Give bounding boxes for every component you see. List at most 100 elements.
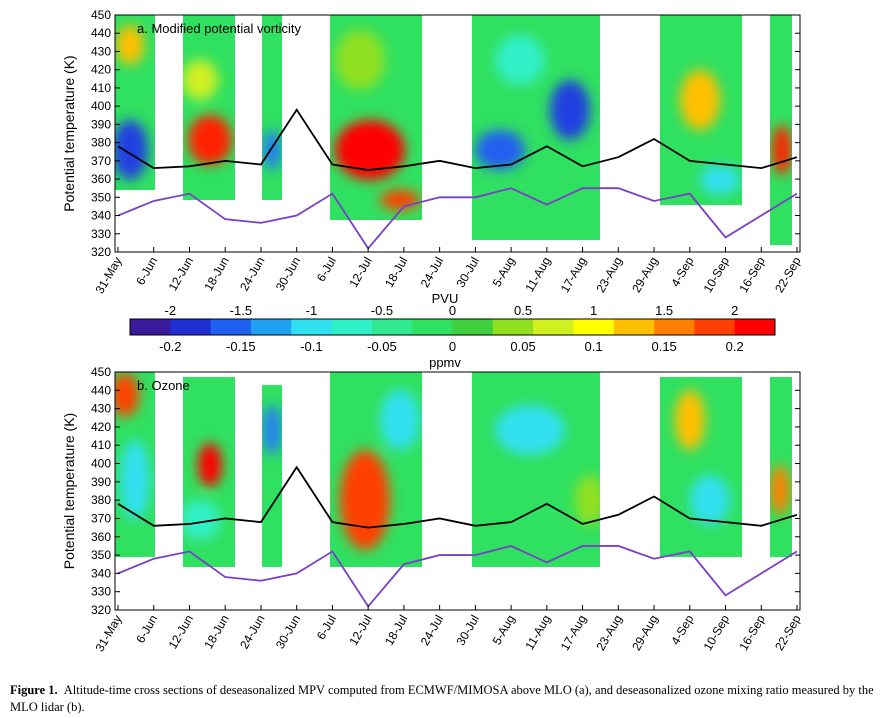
- colorbar-swatch: [654, 319, 695, 335]
- y-tick-label: 380: [91, 136, 111, 150]
- colorbar-swatch: [170, 319, 212, 335]
- colorbar-bottom-tick: -0.15: [226, 339, 256, 354]
- y-tick-label: 420: [91, 420, 111, 434]
- y-tick-label: 430: [91, 402, 111, 416]
- colorbar-bottom-tick: 0.05: [510, 339, 535, 354]
- y-tick-label: 370: [91, 511, 111, 525]
- line: [117, 465, 798, 529]
- line: [117, 108, 798, 171]
- line: [117, 544, 798, 608]
- colorbar-swatch: [573, 319, 615, 335]
- y-tick-label: 370: [91, 154, 111, 168]
- x-tick-label: 12-Jul: [346, 613, 374, 648]
- x-tick-label: 16-Sep: [736, 254, 768, 295]
- colorbar-bottom-tick: 0.2: [726, 339, 744, 354]
- y-tick-label: 360: [91, 172, 111, 186]
- x-tick-label: 31-May: [92, 613, 124, 655]
- colorbar-top-tick: 1.5: [655, 303, 673, 318]
- x-tick-label: 24-Jun: [237, 613, 267, 652]
- y-tick-label: 320: [91, 603, 111, 617]
- colorbar-swatch: [210, 319, 252, 335]
- x-tick-label: 12-Jul: [346, 255, 374, 290]
- y-tick-label: 350: [91, 190, 111, 204]
- x-tick-label: 12-Jun: [166, 613, 196, 652]
- y-tick-label: 340: [91, 566, 111, 580]
- mpv-field: [115, 15, 792, 245]
- y-tick-label: 440: [91, 383, 111, 397]
- colorbar-bottom-tick: 0.1: [585, 339, 603, 354]
- y-tick-label: 330: [91, 585, 111, 599]
- plot-frame: [114, 14, 801, 253]
- colorbar-swatch: [130, 319, 171, 335]
- y-tick-label: 360: [91, 530, 111, 544]
- y-tick-label: 450: [91, 365, 111, 379]
- x-tick-label: 23-Aug: [593, 613, 624, 654]
- x-tick-label: 18-Jun: [201, 254, 231, 293]
- colorbar-top-tick: 0: [449, 303, 456, 318]
- y-tick-label: 400: [91, 99, 111, 113]
- colorbar-bottom-tick: 0: [449, 339, 456, 354]
- x-tick-label: 4-Sep: [668, 612, 696, 647]
- x-tick-label: 12-Jun: [166, 255, 196, 294]
- caption: Figure 1. Altitude-time cross sections of…: [10, 682, 885, 716]
- x-tick-label: 6-Jun: [133, 255, 160, 288]
- x-tick-label: 5-Aug: [490, 255, 518, 290]
- x-tick-label: 22-Sep: [772, 254, 804, 295]
- x-tick-label: 16-Sep: [736, 612, 768, 653]
- x-tick-label: 24-Jul: [418, 255, 446, 290]
- x-tick-label: 11-Aug: [522, 255, 553, 295]
- colorbar-swatch: [331, 319, 373, 335]
- x-tick-label: 18-Jul: [382, 613, 410, 648]
- x-tick-label: 30-Jun: [273, 613, 303, 652]
- x-tick-label: 30-Jul: [453, 613, 481, 648]
- x-tick-label: 4-Sep: [668, 254, 696, 289]
- x-tick-label: 6-Jun: [133, 613, 160, 646]
- colorbar-swatch: [452, 319, 494, 335]
- colorbar-swatch: [533, 319, 574, 335]
- panel-title: b. Ozone: [137, 378, 190, 393]
- colorbar-top-tick: 2: [731, 303, 738, 318]
- y-tick-label: 320: [91, 245, 111, 259]
- ozone-field: [115, 372, 792, 567]
- caption-label: Figure 1.: [10, 683, 58, 697]
- y-tick-label: 330: [91, 227, 111, 241]
- colorbar-bottom-tick: -0.1: [300, 339, 322, 354]
- y-tick-label: 390: [91, 117, 111, 131]
- colorbar-swatch: [694, 319, 736, 335]
- x-tick-label: 30-Jun: [273, 255, 303, 294]
- colorbar-top-tick: -0.5: [371, 303, 393, 318]
- colorbar-top-tick: -1.5: [230, 303, 252, 318]
- y-tick-label: 390: [91, 475, 111, 489]
- y-tick-label: 350: [91, 548, 111, 562]
- y-tick-label: 410: [91, 438, 111, 452]
- x-tick-label: 17-Aug: [558, 255, 589, 296]
- colorbar-top-tick: 0.5: [514, 303, 532, 318]
- colorbar-swatch: [371, 319, 413, 335]
- y-axis-label: Potential temperature (K): [61, 413, 77, 569]
- x-tick-label: 17-Aug: [558, 613, 589, 654]
- x-tick-label: 5-Aug: [490, 613, 518, 648]
- colorbar-swatch: [412, 319, 453, 335]
- colorbar-bottom-label: ppmv: [429, 355, 461, 370]
- colorbar-bottom-tick: -0.05: [367, 339, 397, 354]
- x-tick-label: 30-Jul: [453, 255, 481, 290]
- colorbar-bottom-tick: 0.15: [651, 339, 676, 354]
- y-tick-label: 340: [91, 209, 111, 223]
- colorbar-swatch: [291, 319, 333, 335]
- panel-title: a. Modified potential vorticity: [137, 21, 302, 36]
- caption-text: Altitude-time cross sections of deseason…: [10, 683, 874, 714]
- colorbar-top-tick: -1: [306, 303, 318, 318]
- y-tick-label: 380: [91, 493, 111, 507]
- x-tick-label: 24-Jun: [237, 255, 267, 294]
- x-tick-label: 23-Aug: [593, 255, 624, 296]
- colorbar-top-label: PVU: [432, 291, 459, 306]
- colorbar-bottom-tick: -0.2: [159, 339, 181, 354]
- colorbar-swatch: [734, 319, 776, 335]
- x-tick-label: 11-Aug: [522, 613, 553, 653]
- colorbar-top-tick: -2: [165, 303, 177, 318]
- x-tick-label: 6-Jul: [314, 255, 339, 285]
- x-tick-label: 31-May: [92, 255, 124, 297]
- x-tick-label: 24-Jul: [418, 613, 446, 648]
- x-tick-label: 18-Jun: [201, 613, 231, 652]
